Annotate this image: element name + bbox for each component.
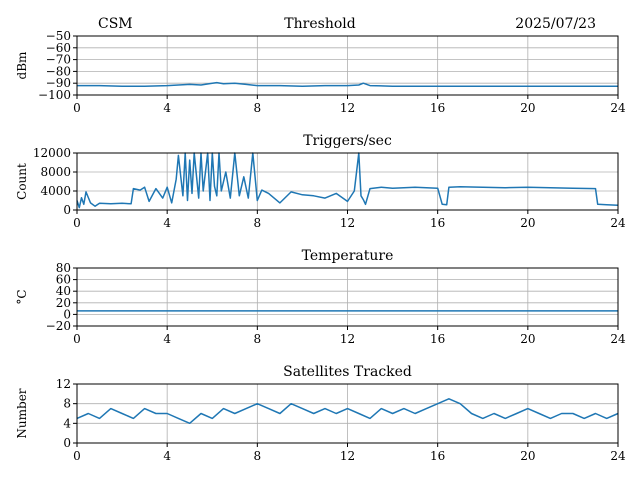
series-line-satellites xyxy=(76,398,619,425)
panel-satellites: 0 4 8 12 16 20 24 0 4 8 12 Satellites Tracked Number xyxy=(15,364,626,463)
x-tick-label: 8 xyxy=(254,101,262,115)
x-tick-label: 4 xyxy=(163,216,171,230)
x-tick-label: 8 xyxy=(254,449,262,463)
y-tick-label: 80 xyxy=(56,261,71,275)
y-tick-label: −60 xyxy=(46,41,71,55)
x-tick-label: 4 xyxy=(163,449,171,463)
panel-triggers: 0 4 8 12 16 20 24 0 4000 8000 12000 Triggers/sec Cou… xyxy=(15,133,626,230)
x-tick-label: 12 xyxy=(340,332,355,346)
y-tick-label: 0 xyxy=(63,436,71,450)
header-right: 2025/07/23 xyxy=(515,16,596,32)
x-tick-label: 16 xyxy=(430,332,445,346)
x-tick-label: 20 xyxy=(520,449,535,463)
x-tick-label: 24 xyxy=(610,216,626,230)
x-tick-label: 16 xyxy=(430,216,445,230)
series-line-triggers xyxy=(76,152,619,209)
x-tick-label: 16 xyxy=(430,101,445,115)
x-tick-label: 24 xyxy=(610,101,626,115)
y-tick-label: 4 xyxy=(63,416,71,430)
x-tick-label: 8 xyxy=(254,332,262,346)
x-tick-label: 20 xyxy=(520,101,535,115)
y-tick-label: 4000 xyxy=(40,184,71,198)
x-tick-label: 4 xyxy=(163,101,171,115)
chart-title: Triggers/sec xyxy=(303,133,392,149)
x-tick-label: 20 xyxy=(520,216,535,230)
chart-panels: 0 4 8 12 16 20 24 −50−60−70−80−90−100 dBm 0 4 8 12 16… xyxy=(15,29,626,463)
y-tick-label: −20 xyxy=(46,319,71,333)
header-center: Threshold xyxy=(284,16,355,32)
x-tick-label: 12 xyxy=(340,449,355,463)
y-tick-label: 20 xyxy=(56,296,71,310)
y-axis-label: Number xyxy=(15,388,29,438)
x-tick-label: 0 xyxy=(73,449,81,463)
x-tick-label: 20 xyxy=(520,332,535,346)
x-tick-label: 0 xyxy=(73,101,81,115)
header-left: CSM xyxy=(98,16,133,32)
y-tick-label: −90 xyxy=(46,76,71,90)
series-line-threshold xyxy=(77,81,618,87)
y-axis-label: Count xyxy=(15,163,29,200)
x-tick-label: 24 xyxy=(610,449,626,463)
chart-title: Temperature xyxy=(302,248,394,264)
panel-threshold: 0 4 8 12 16 20 24 −50−60−70−80−90−100 dBm xyxy=(15,29,626,115)
y-tick-label: 60 xyxy=(56,273,71,287)
y-tick-label: 12 xyxy=(56,377,71,391)
x-tick-label: 0 xyxy=(73,216,81,230)
y-tick-label: 8 xyxy=(63,397,71,411)
x-tick-label: 8 xyxy=(254,216,262,230)
y-axis-label: °C xyxy=(15,289,29,304)
y-tick-label: 8000 xyxy=(40,165,71,179)
x-tick-label: 0 xyxy=(73,332,81,346)
y-tick-label: −80 xyxy=(46,64,71,78)
y-tick-label: 12000 xyxy=(33,146,71,160)
x-tick-label: 16 xyxy=(430,449,445,463)
x-tick-label: 12 xyxy=(340,216,355,230)
y-tick-label: −100 xyxy=(38,88,71,102)
y-tick-label: −70 xyxy=(46,53,71,67)
y-tick-label: −50 xyxy=(46,29,71,43)
y-tick-label: 0 xyxy=(63,307,71,321)
x-tick-label: 24 xyxy=(610,332,626,346)
x-tick-label: 12 xyxy=(340,101,355,115)
y-axis-label: dBm xyxy=(15,51,29,80)
y-tick-label: 0 xyxy=(63,203,71,217)
chart-title: Satellites Tracked xyxy=(283,364,412,380)
x-tick-label: 4 xyxy=(163,332,171,346)
y-tick-label: 40 xyxy=(56,284,71,298)
